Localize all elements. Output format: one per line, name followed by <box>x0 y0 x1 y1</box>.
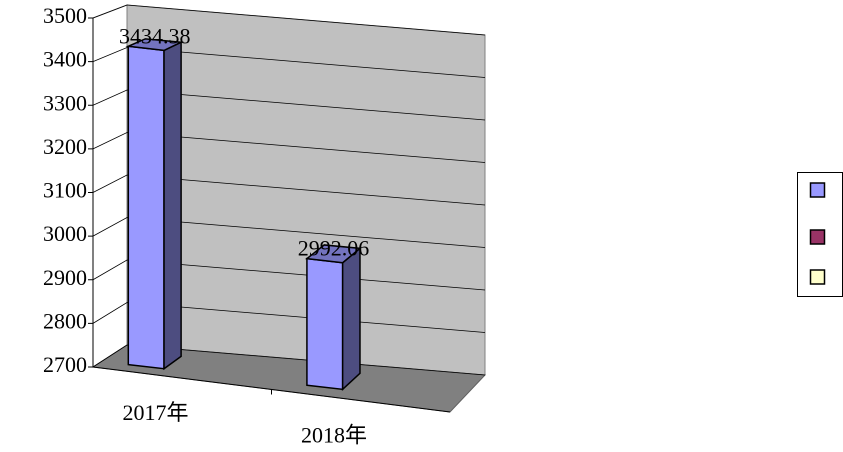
y-tick-label: 3000 <box>43 221 87 246</box>
bar <box>125 38 184 371</box>
data-label: 2992.06 <box>298 236 370 261</box>
bar-top <box>125 38 184 52</box>
bar-side <box>341 246 361 392</box>
grid-line <box>92 217 486 248</box>
legend-swatch <box>809 182 826 198</box>
y-tick-label: 2900 <box>43 265 87 290</box>
grid-line <box>92 344 486 376</box>
grid-line <box>92 132 486 163</box>
bar-top <box>305 244 362 264</box>
data-label: 3434.38 <box>119 23 191 48</box>
x-tick-label: 2017年 <box>122 400 188 425</box>
legend-swatch <box>809 269 826 285</box>
bar-front <box>127 45 165 370</box>
grid-line <box>92 89 486 121</box>
y-tick-label: 3300 <box>43 90 87 115</box>
grid-line <box>92 259 486 291</box>
y-tick-label: 3400 <box>43 47 87 72</box>
y-tick-label: 3200 <box>43 134 87 159</box>
grid-line <box>92 4 486 36</box>
bar-side <box>163 41 182 371</box>
grid-line <box>92 302 486 333</box>
y-tick-label: 2800 <box>43 308 87 333</box>
grid-line <box>92 174 486 206</box>
y-tick-label: 2700 <box>43 352 87 377</box>
y-tick-label: 3100 <box>43 178 87 203</box>
bar-front <box>306 257 344 391</box>
y-tick-label: 3500 <box>43 3 87 28</box>
bar <box>305 244 362 392</box>
x-tick-label: 2018年 <box>301 422 367 447</box>
grid-line <box>92 47 486 78</box>
legend-swatch <box>809 229 826 245</box>
